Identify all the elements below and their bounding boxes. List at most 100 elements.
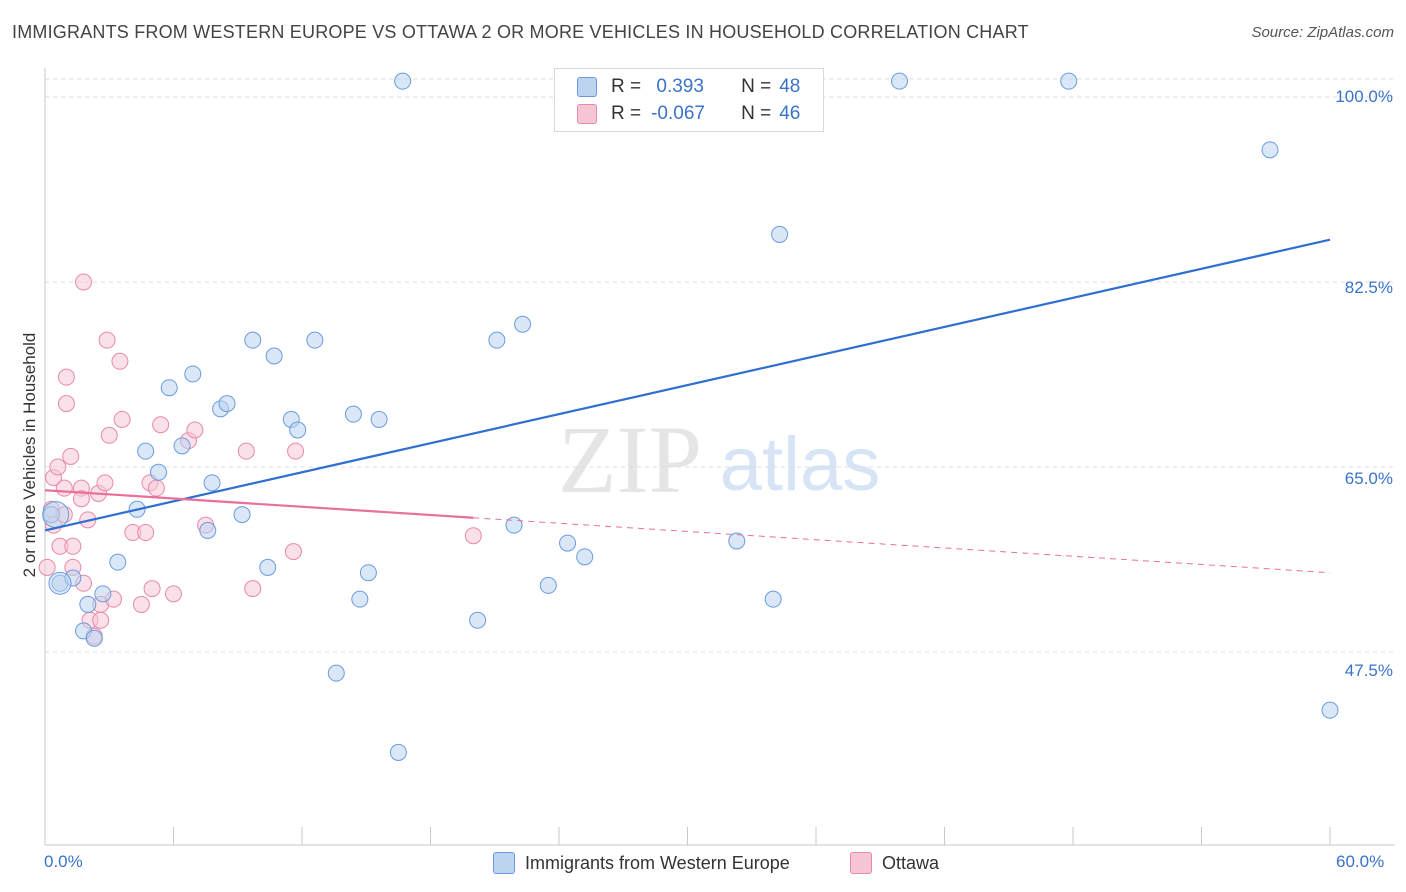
immigrants-point xyxy=(764,590,782,608)
immigrants-point xyxy=(728,532,746,550)
ottawa-point xyxy=(62,447,80,465)
r-label: R = xyxy=(611,76,642,97)
immigrants-point xyxy=(891,72,909,90)
ottawa-trend-line xyxy=(44,489,474,519)
immigrants-point xyxy=(199,521,217,539)
immigrants-point xyxy=(327,664,345,682)
immigrants-point xyxy=(218,395,236,413)
immigrants-point xyxy=(184,365,202,383)
ottawa-point xyxy=(64,537,82,555)
legend-item-ottawa: Ottawa xyxy=(850,852,939,874)
immigrants-point xyxy=(48,571,72,595)
legend-item-immigrants: Immigrants from Western Europe xyxy=(493,852,790,874)
ottawa-point xyxy=(98,331,116,349)
immigrants-point xyxy=(173,437,191,455)
immigrants-point xyxy=(203,474,221,492)
y-tick-label: 82.5% xyxy=(1344,278,1393,297)
chart-title: IMMIGRANTS FROM WESTERN EUROPE VS OTTAWA… xyxy=(12,22,1029,42)
immigrants-point xyxy=(514,315,532,333)
ottawa-point xyxy=(186,421,204,439)
ottawa-point xyxy=(137,524,155,542)
legend-row-blue: R = 0.393 N = 48 xyxy=(577,74,800,100)
immigrants-point xyxy=(394,72,412,90)
immigrants-point xyxy=(1321,701,1339,719)
immigrants-point xyxy=(109,553,127,571)
ottawa-point xyxy=(57,368,75,386)
watermark-atlas: atlas xyxy=(720,422,881,507)
immigrants-point xyxy=(85,629,103,647)
legend-row-pink: R = -0.067 N = 46 xyxy=(577,101,800,127)
x-tick-label-min: 0.0% xyxy=(44,852,83,871)
source-label: Source: ZipAtlas.com xyxy=(1251,24,1394,41)
immigrants-point xyxy=(289,421,307,439)
immigrants-point xyxy=(1060,72,1078,90)
ottawa-point xyxy=(147,479,165,497)
immigrants-point xyxy=(137,442,155,460)
ottawa-point xyxy=(96,474,114,492)
immigrants-point xyxy=(559,534,577,552)
ottawa-point xyxy=(244,580,262,598)
immigrants-point xyxy=(469,611,487,629)
immigrants-point xyxy=(265,347,283,365)
ottawa-point xyxy=(55,479,73,497)
r-value: -0.067 xyxy=(651,103,705,124)
immigrants-point xyxy=(1261,141,1279,159)
pink-swatch xyxy=(850,852,872,874)
immigrants-point xyxy=(244,331,262,349)
legend-label: Ottawa xyxy=(882,852,940,873)
ottawa-point xyxy=(152,416,170,434)
immigrants-point xyxy=(576,548,594,566)
ottawa-point xyxy=(284,543,302,561)
ottawa-point xyxy=(100,426,118,444)
ottawa-point xyxy=(72,490,90,508)
ottawa-point xyxy=(132,595,150,613)
immigrants-point xyxy=(370,410,388,428)
ottawa-point xyxy=(57,395,75,413)
immigrants-point xyxy=(79,595,97,613)
r-label: R = xyxy=(611,103,642,124)
correlation-legend: R = 0.393 N = 48 R = -0.067 N = 46 xyxy=(554,68,824,132)
immigrants-point xyxy=(150,463,168,481)
y-tick-label: 100.0% xyxy=(1335,87,1393,106)
n-value: 48 xyxy=(779,76,801,97)
ottawa-point xyxy=(111,352,129,370)
immigrants-point xyxy=(359,564,377,582)
ottawa-point xyxy=(464,527,482,545)
n-label: N = xyxy=(741,103,772,124)
y-tick-label: 65.0% xyxy=(1344,469,1393,488)
immigrants-point xyxy=(771,225,789,243)
legend-label: Immigrants from Western Europe xyxy=(525,852,790,873)
ottawa-point xyxy=(113,410,131,428)
ottawa-point xyxy=(49,458,67,476)
immigrants-point xyxy=(539,576,557,594)
immigrants-point xyxy=(94,585,112,603)
immigrants-point xyxy=(233,506,251,524)
ottawa-point xyxy=(92,611,110,629)
ottawa-point xyxy=(237,442,255,460)
ottawa-point xyxy=(287,442,305,460)
blue-swatch xyxy=(493,852,515,874)
n-label: N = xyxy=(741,76,772,97)
n-value: 46 xyxy=(779,103,801,124)
ottawa-point xyxy=(75,273,93,291)
immigrants-point xyxy=(42,501,70,529)
x-tick-label-max: 60.0% xyxy=(1336,852,1385,871)
immigrants-point xyxy=(389,743,407,761)
ottawa-point xyxy=(143,580,161,598)
immigrants-point xyxy=(344,405,362,423)
immigrants-point xyxy=(160,379,178,397)
blue-swatch xyxy=(577,77,597,97)
pink-swatch xyxy=(577,104,597,124)
r-value: 0.393 xyxy=(651,76,704,97)
ottawa-trend-line-extension xyxy=(473,517,1331,574)
immigrants-point xyxy=(306,331,324,349)
immigrants-point xyxy=(351,590,369,608)
ottawa-point xyxy=(165,585,182,603)
y-tick-label: 47.5% xyxy=(1344,661,1393,680)
watermark-zip: ZIP xyxy=(558,406,702,513)
ottawa-point xyxy=(38,558,56,576)
immigrants-trend-line xyxy=(44,238,1331,532)
immigrants-point xyxy=(259,558,277,576)
immigrants-point xyxy=(488,331,506,349)
